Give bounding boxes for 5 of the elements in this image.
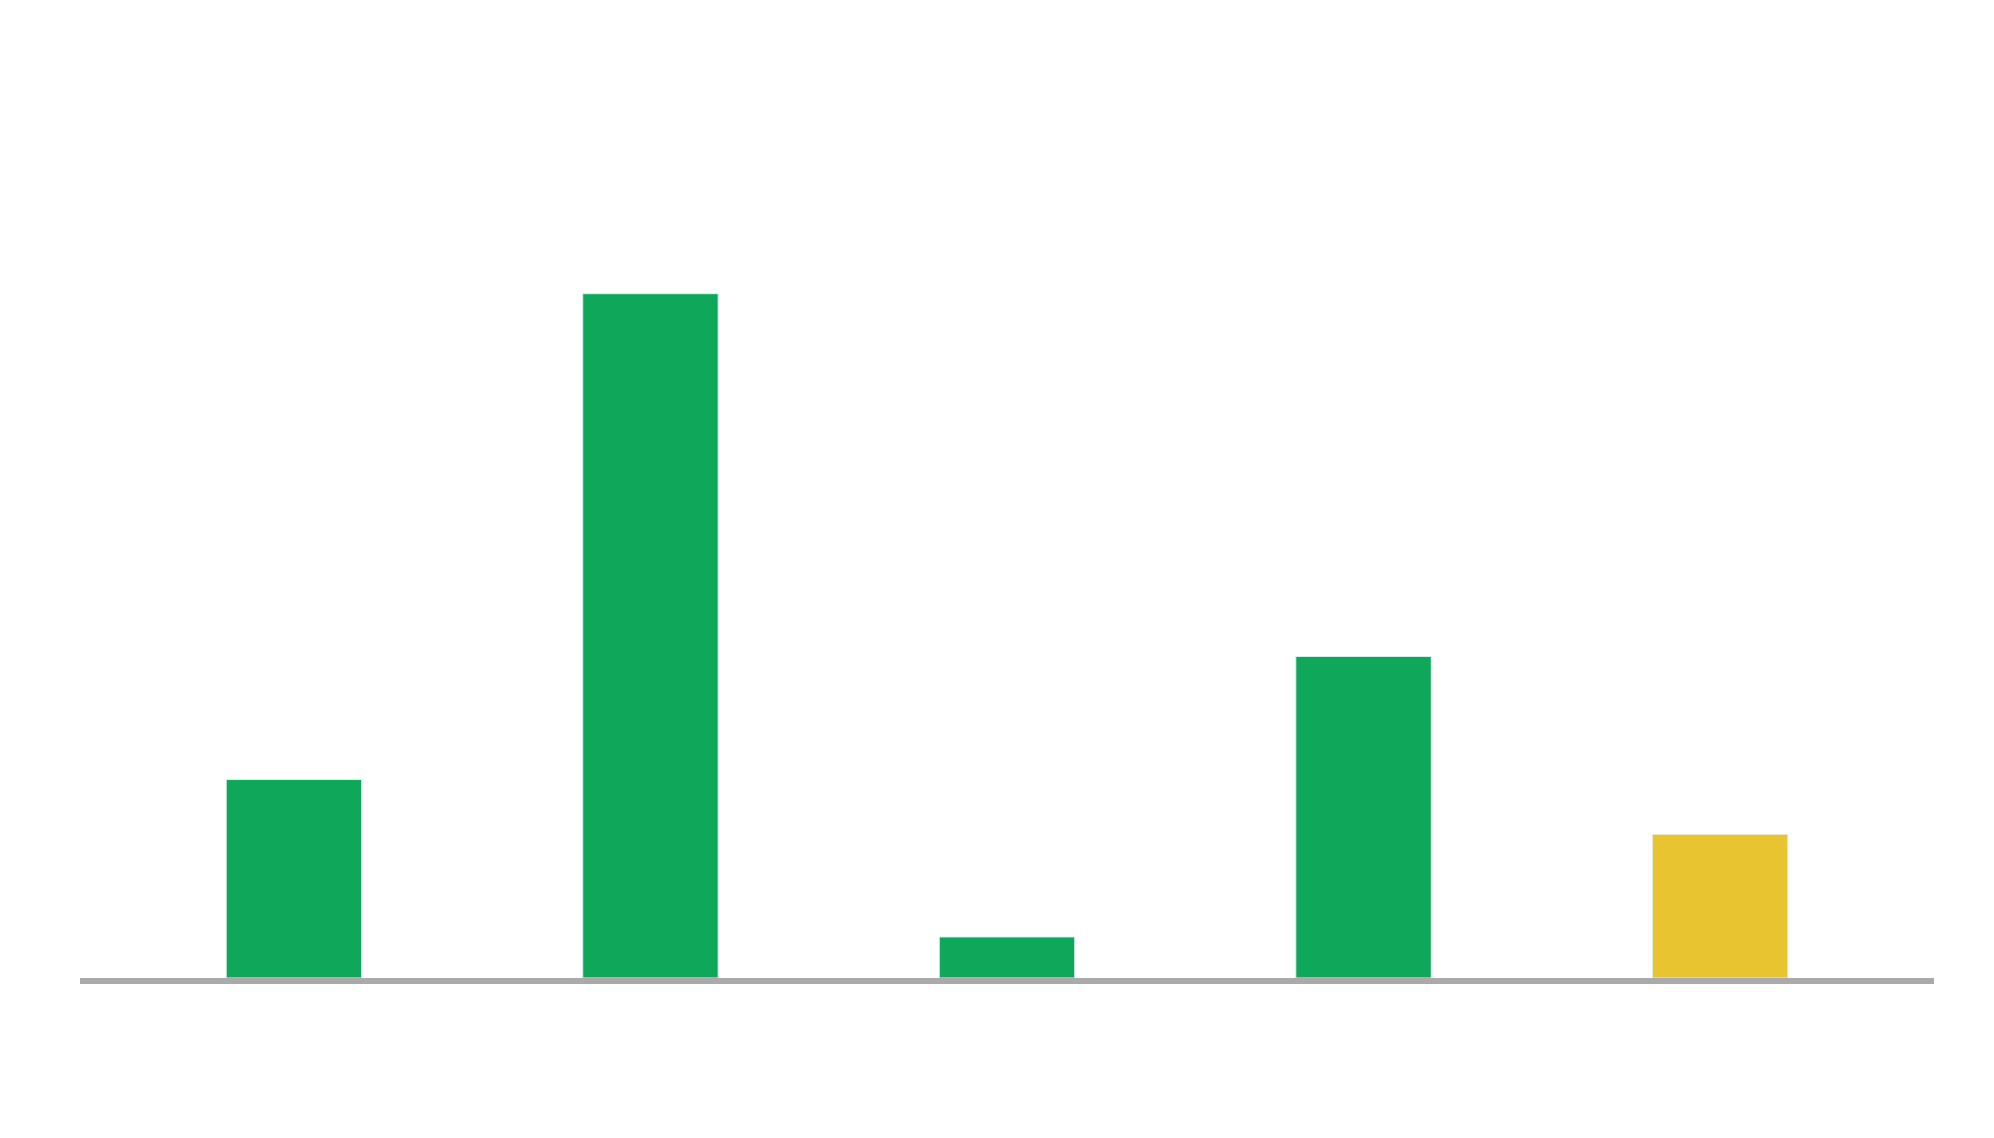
bar <box>582 293 719 978</box>
bar <box>1651 833 1789 978</box>
bar <box>938 936 1076 978</box>
bar <box>1295 655 1432 978</box>
bar <box>225 779 363 978</box>
